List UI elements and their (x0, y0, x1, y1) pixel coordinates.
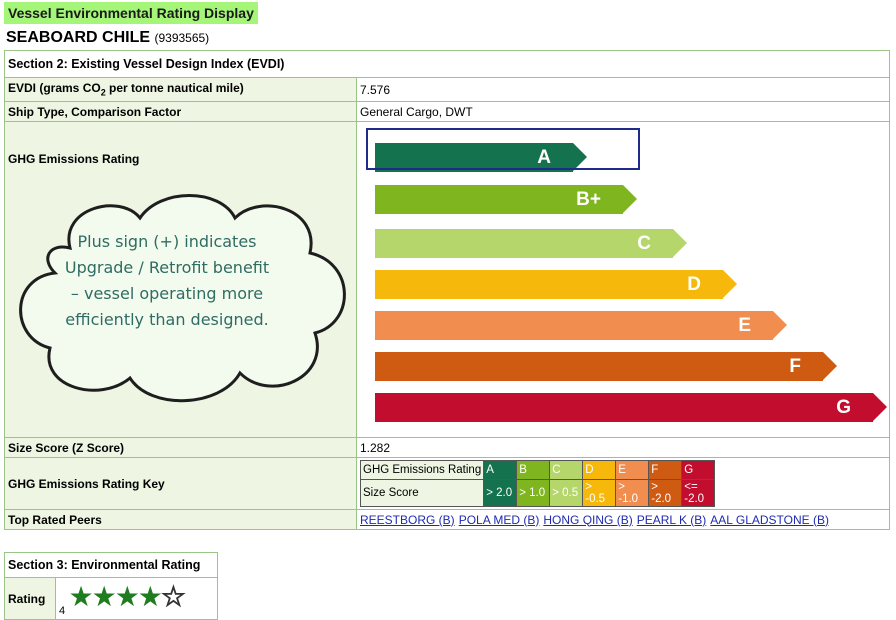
key-letter: D (582, 460, 617, 480)
rating-bar-letter: B+ (576, 189, 601, 210)
top-peers-label: Top Rated Peers (4, 509, 357, 530)
rating-bar-e: E (375, 311, 787, 340)
rating-bar-b-plus: B+ (375, 185, 637, 214)
ship-type-label: Ship Type, Comparison Factor (4, 101, 357, 122)
rating-bar-g: G (375, 393, 887, 422)
key-letter: B (516, 460, 551, 480)
peer-link[interactable]: HONG QING (B) (543, 512, 633, 527)
size-score-value: 1.282 (356, 437, 890, 458)
callout-text: Plus sign (+) indicates Upgrade / Retrof… (64, 232, 270, 329)
rating-label: Rating (4, 577, 56, 620)
rating-bar-c: C (375, 229, 687, 258)
ship-type-value: General Cargo, DWT (356, 101, 890, 122)
rating-bar-a: A (375, 143, 587, 172)
rating-bar-f: F (375, 352, 837, 381)
key-score: > 2.0 (483, 479, 518, 507)
rating-key-label: GHG Emissions Rating Key (4, 457, 357, 510)
rating-bar-letter: E (738, 315, 751, 336)
key-letter: G (681, 460, 716, 480)
key-letter: F (648, 460, 683, 480)
key-score: > 1.0 (516, 479, 551, 507)
star-empty-icon: ☆ (160, 581, 186, 613)
peer-link[interactable]: REESTBORG (B) (360, 512, 455, 527)
key-score: > -1.0 (615, 479, 650, 507)
rating-stars: ★★★★☆ (68, 581, 186, 613)
selected-rating-box (366, 128, 640, 170)
star-filled-icon: ★ (68, 581, 93, 612)
peer-link[interactable]: AAL GLADSTONE (B) (710, 512, 829, 527)
rating-value: 4 (59, 605, 66, 617)
peer-link[interactable]: PEARL K (B) (636, 512, 707, 527)
ship-imo: (9393565) (154, 31, 210, 45)
key-score: <= -2.0 (681, 479, 716, 507)
key-score: > -0.5 (582, 479, 617, 507)
key-score: > 0.5 (549, 479, 584, 507)
key-letter: C (549, 460, 584, 480)
ship-name-line: SEABOARD CHILE (9393565) (6, 29, 209, 47)
top-peers-list: REESTBORG (B) POLA MED (B) HONG QING (B) PE… (356, 509, 890, 530)
peer-link[interactable]: POLA MED (B) (458, 512, 540, 527)
star-filled-icon: ★ (137, 581, 163, 612)
star-filled-icon: ★ (91, 581, 117, 612)
section-3-table: Section 3: Environmental Rating Rating 4… (4, 552, 218, 620)
key-letter: A (483, 460, 518, 480)
ship-name: SEABOARD CHILE (6, 29, 151, 46)
rating-bar-d: D (375, 270, 737, 299)
page-title: Vessel Environmental Rating Display (4, 2, 258, 24)
key-size-label: Size Score (359, 479, 485, 507)
rating-bar-letter: D (687, 274, 701, 295)
key-letter: E (615, 460, 650, 480)
evdi-value: 7.576 (356, 77, 890, 102)
evdi-label: EVDI (grams CO2 per tonne nautical mile) (4, 77, 357, 102)
rating-bar-letter: C (637, 233, 651, 254)
callout-cloud (19, 194, 346, 403)
key-rating-label: GHG Emissions Rating (359, 460, 485, 480)
rating-bar-letter: F (789, 356, 801, 377)
rating-bar-letter: G (836, 397, 851, 418)
rating-stars-cell: 4 ★★★★☆ (55, 577, 218, 620)
key-score: > -2.0 (648, 479, 683, 507)
section-3-header: Section 3: Environmental Rating (4, 552, 218, 578)
rating-bar-letter: A (537, 147, 551, 168)
star-filled-icon: ★ (114, 581, 140, 612)
section-2-header: Section 2: Existing Vessel Design Index … (4, 50, 890, 78)
size-score-label: Size Score (Z Score) (4, 437, 357, 458)
